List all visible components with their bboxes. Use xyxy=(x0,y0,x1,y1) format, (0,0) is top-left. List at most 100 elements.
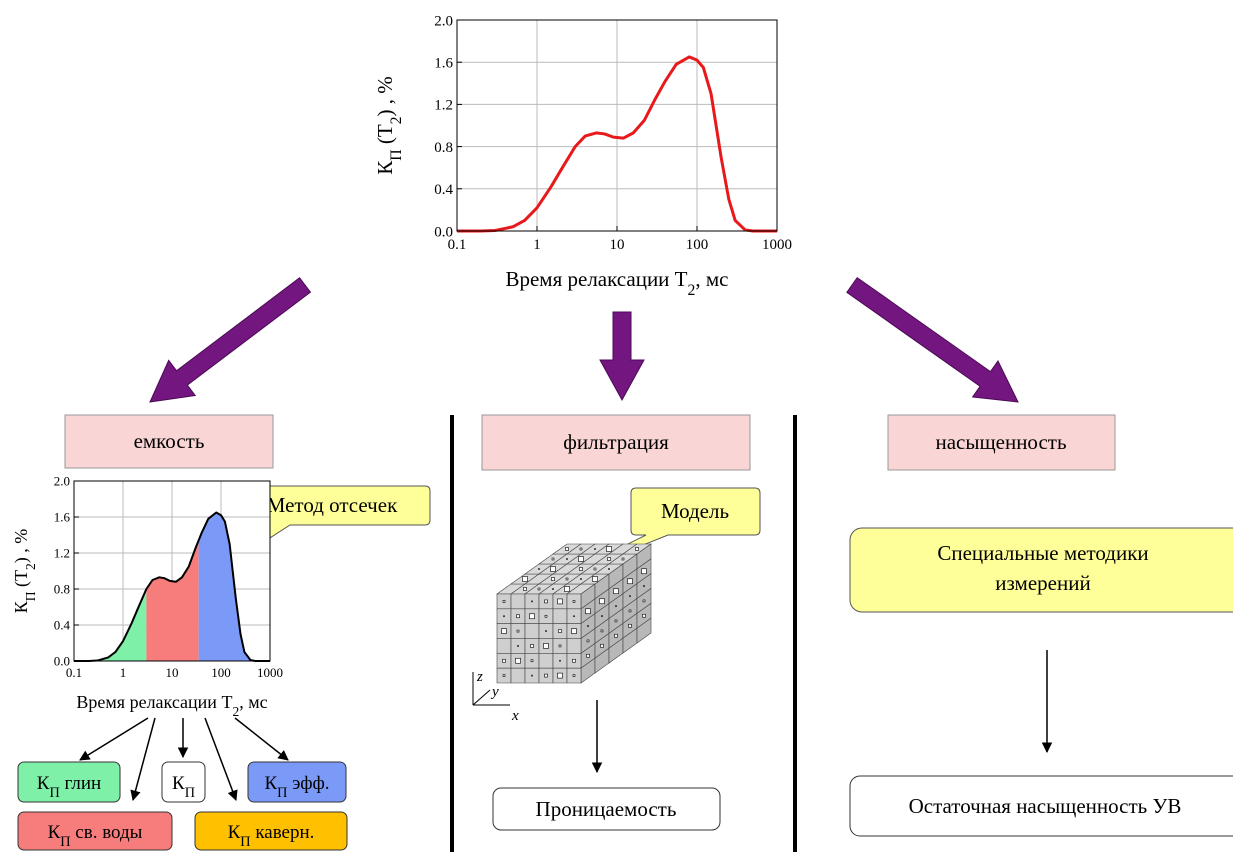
pore xyxy=(544,599,548,604)
callout-label: Модель xyxy=(661,499,729,523)
pore xyxy=(641,568,647,575)
residual-box xyxy=(849,775,1233,837)
pore xyxy=(552,588,554,590)
pore xyxy=(607,557,611,561)
x-axis-label-part: , мс xyxy=(695,267,728,291)
permeability-box xyxy=(492,787,721,831)
y-axis-label-part: 2 xyxy=(23,563,38,570)
pore xyxy=(502,674,506,677)
y-tick-label: 1.6 xyxy=(434,55,453,71)
saturation-box xyxy=(887,414,1116,471)
pore xyxy=(565,577,569,581)
arrow xyxy=(79,717,149,761)
x-axis-label-part: , мс xyxy=(239,692,267,712)
pore xyxy=(578,556,584,562)
pore xyxy=(551,577,555,581)
y-tick-label: 2.0 xyxy=(54,474,70,489)
pore xyxy=(558,629,562,633)
porosity-label: КП xyxy=(172,773,195,801)
pore xyxy=(502,600,506,603)
residual-label: Остаточная насыщенность УВ xyxy=(909,794,1182,818)
pore xyxy=(523,587,527,591)
pore xyxy=(529,613,535,620)
cube-cell xyxy=(552,608,568,624)
pore xyxy=(586,653,590,658)
pore xyxy=(579,547,583,551)
y-tick-label: 2.0 xyxy=(434,13,453,29)
axis xyxy=(472,689,491,706)
special-methods-label: Специальные методики xyxy=(937,541,1148,565)
curve xyxy=(74,511,270,662)
porosity-label: КП эфф. xyxy=(264,773,329,801)
permeability-label: Проницаемость xyxy=(536,797,677,821)
y-tick-label: 0.4 xyxy=(434,182,453,198)
porosity-label-part: П xyxy=(185,785,195,801)
pore xyxy=(572,658,576,663)
x-tick-label: 1000 xyxy=(257,665,283,680)
porosity-label-part: глин xyxy=(60,773,101,794)
porosity-box xyxy=(194,811,348,851)
pore xyxy=(531,674,533,677)
porosity-box xyxy=(247,761,347,803)
pore xyxy=(593,567,597,571)
arrow xyxy=(204,717,238,801)
porosity-label: КП каверн. xyxy=(228,822,315,850)
pore xyxy=(573,615,575,618)
porosity-label: КП глин xyxy=(37,773,101,801)
pore xyxy=(629,595,631,597)
y-tick-label: 1.6 xyxy=(54,510,71,525)
pore xyxy=(530,644,534,648)
pore xyxy=(559,659,561,662)
y-axis-label-part: (T xyxy=(11,570,32,592)
porosity-label-part: К xyxy=(37,773,50,794)
porosity-label-part: каверн. xyxy=(251,822,315,843)
capacity-box xyxy=(64,414,274,469)
model-cube xyxy=(496,543,652,684)
porosity-label-part: П xyxy=(277,785,287,801)
pore xyxy=(501,628,507,634)
pore xyxy=(522,576,528,582)
x-tick-label: 1 xyxy=(120,665,127,680)
flow-arrow xyxy=(599,311,645,402)
porosity-label-part: К xyxy=(264,773,277,794)
pore xyxy=(503,615,505,618)
pore xyxy=(537,587,541,591)
y-axis-label-part: ) , % xyxy=(11,529,32,564)
pore xyxy=(557,598,563,605)
porosity-label-part: К xyxy=(228,822,241,843)
flow-arrow xyxy=(149,277,312,403)
arrow xyxy=(234,717,289,761)
pore xyxy=(599,598,605,605)
y-axis-label-part: 2 xyxy=(388,116,405,124)
y-axis-label-part: ) , % xyxy=(373,76,397,116)
pore xyxy=(621,557,625,561)
pore xyxy=(600,629,604,633)
y-axis-label: КП (T2) , % xyxy=(373,76,405,175)
porosity-label-part: П xyxy=(60,834,70,850)
pore xyxy=(613,588,619,595)
y-axis-label: КП (T2) , % xyxy=(11,529,38,614)
x-axis-label-part: 2 xyxy=(688,282,696,299)
porosity-label: КП св. воды xyxy=(48,822,143,850)
flow-arrow xyxy=(846,276,1019,403)
y-tick-label: 0.0 xyxy=(54,654,70,669)
pore xyxy=(594,548,596,550)
y-axis-label-part: (T xyxy=(373,124,397,149)
porosity-label-part: П xyxy=(49,785,59,801)
cube-cell xyxy=(636,617,652,644)
cube-cell xyxy=(524,623,540,639)
cube-cell xyxy=(566,638,582,654)
pore xyxy=(564,586,570,592)
arrow xyxy=(130,717,156,802)
pore xyxy=(566,558,568,560)
y-tick-label: 0.4 xyxy=(54,618,71,633)
y-tick-label: 1.2 xyxy=(434,98,453,114)
plot-frame xyxy=(73,480,271,662)
x-tick-label: 10 xyxy=(166,665,179,680)
filtration-label: фильтрация xyxy=(563,430,669,454)
pore xyxy=(579,567,583,571)
pore xyxy=(628,609,632,613)
cutoff-region xyxy=(146,540,199,661)
pore xyxy=(572,674,576,677)
